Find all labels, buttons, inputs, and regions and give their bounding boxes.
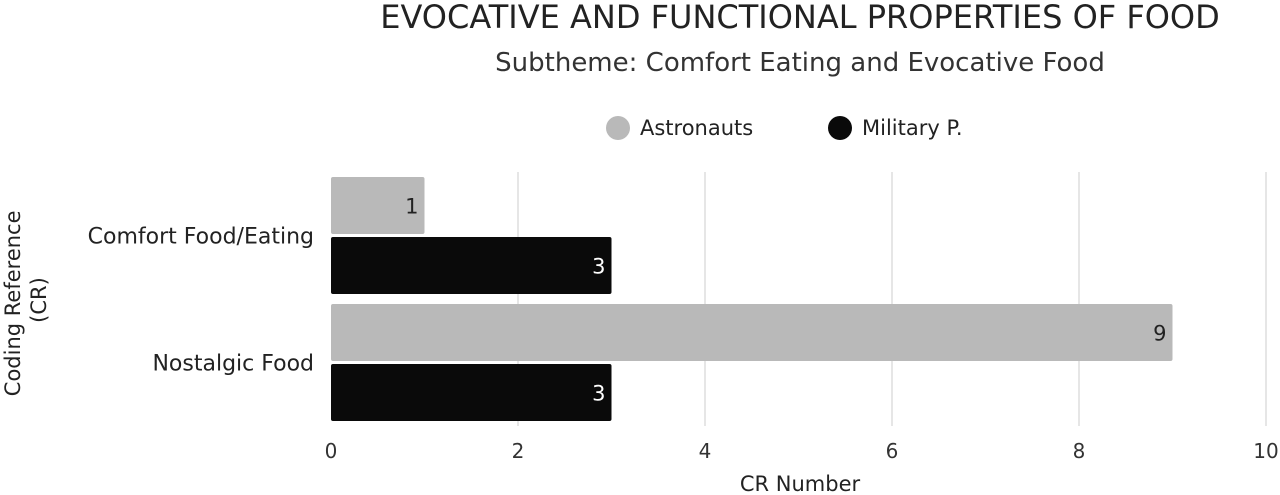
- data-label-military-p-comfort-food-eating: 3: [592, 255, 605, 279]
- category-labels: Comfort Food/Eating Nostalgic Food: [88, 225, 314, 377]
- legend-swatch-astronauts: [606, 116, 630, 140]
- chart-subtitle: Subtheme: Comfort Eating and Evocative F…: [495, 48, 1105, 78]
- data-label-astronauts-comfort-food-eating: 1: [405, 195, 418, 219]
- legend-label-astronauts: Astronauts: [640, 116, 753, 140]
- x-tick-label-8: 8: [1073, 439, 1086, 463]
- legend: Astronauts Military P.: [606, 116, 963, 140]
- legend-swatch-military-p: [828, 116, 852, 140]
- category-label-comfort-food-eating: Comfort Food/Eating: [88, 225, 314, 250]
- x-tick-label-2: 2: [512, 439, 525, 463]
- x-tick-label-4: 4: [699, 439, 712, 463]
- y-axis-title-line-2: (CR): [27, 277, 51, 323]
- data-label-astronauts-nostalgic-food: 9: [1153, 322, 1166, 346]
- chart-title: EVOCATIVE AND FUNCTIONAL PROPERTIES OF F…: [380, 0, 1220, 36]
- x-tick-label-10: 10: [1253, 439, 1278, 463]
- x-tick-labels: 0 2 4 6 8 10: [325, 439, 1279, 463]
- bar-astronauts-nostalgic-food: [331, 304, 1173, 361]
- y-axis-title-line-1: Coding Reference: [1, 210, 25, 396]
- bars: 1 3 9 3: [331, 177, 1173, 421]
- bar-military-p-comfort-food-eating: [331, 237, 612, 294]
- x-tick-label-0: 0: [325, 439, 338, 463]
- legend-label-military-p: Military P.: [862, 116, 963, 140]
- bar-astronauts-comfort-food-eating: [331, 177, 425, 234]
- category-label-nostalgic-food: Nostalgic Food: [152, 352, 314, 377]
- x-tick-label-6: 6: [886, 439, 899, 463]
- gridlines: [517, 172, 1267, 426]
- data-label-military-p-nostalgic-food: 3: [592, 382, 605, 406]
- y-axis-title: Coding Reference (CR): [1, 204, 51, 396]
- bar-military-p-nostalgic-food: [331, 364, 612, 421]
- x-axis-title: CR Number: [740, 472, 861, 495]
